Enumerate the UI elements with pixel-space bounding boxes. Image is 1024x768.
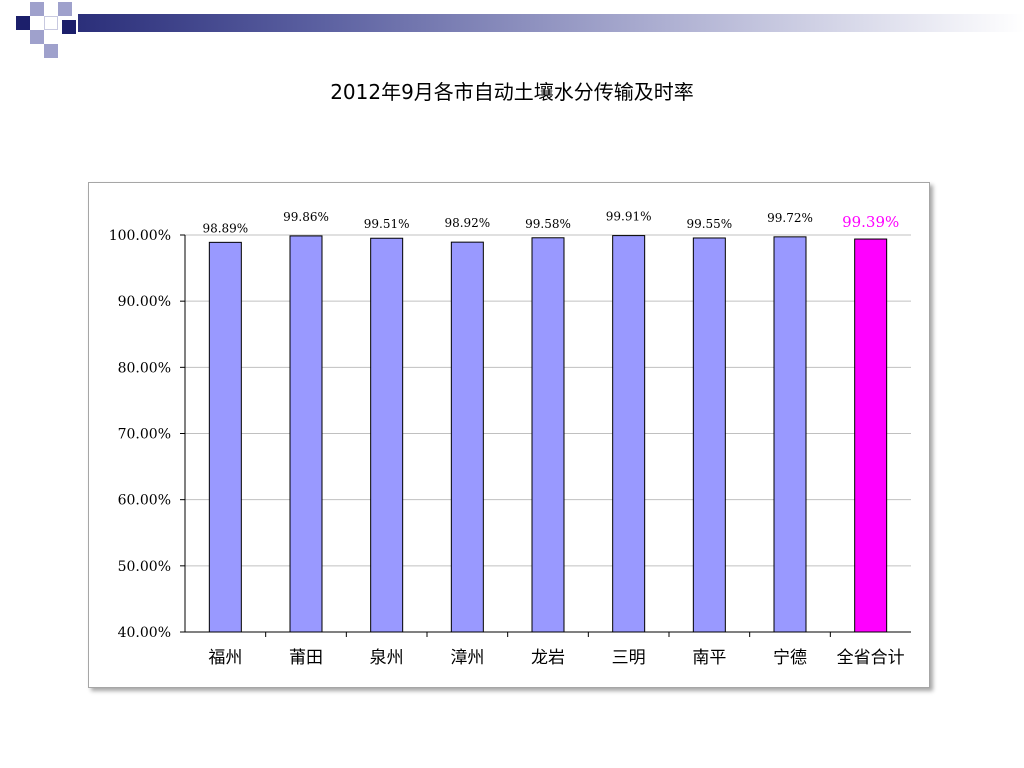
bar-total bbox=[854, 238, 888, 633]
x-tick-label: 南平 bbox=[692, 648, 726, 668]
data-label: 99.58% bbox=[525, 217, 571, 231]
bar-chart: 40.00% 50.00% 60.00% 70.00% 80.00% 90.00% 100.… bbox=[109, 210, 911, 668]
page-title: 2012年9月各市自动土壤水分传输及时率 bbox=[330, 80, 694, 104]
y-tick-label: 80.00% bbox=[118, 360, 171, 376]
data-label: 99.86% bbox=[283, 210, 329, 224]
y-tick-label: 90.00% bbox=[118, 294, 171, 310]
x-tick-label: 漳州 bbox=[450, 648, 484, 668]
bar bbox=[370, 237, 404, 633]
data-label: 99.72% bbox=[767, 211, 813, 225]
x-tick-label: 三明 bbox=[612, 648, 646, 668]
bar bbox=[531, 237, 565, 633]
data-label: 99.39% bbox=[842, 213, 899, 231]
data-label: 99.51% bbox=[364, 217, 410, 231]
y-tick-label: 40.00% bbox=[118, 625, 171, 641]
x-tick-label: 莆田 bbox=[289, 648, 323, 668]
header-gradient-strip bbox=[78, 14, 1024, 32]
data-label: 99.55% bbox=[686, 217, 732, 231]
bar bbox=[208, 241, 242, 633]
deco-square bbox=[62, 20, 76, 34]
y-tick-label: 100.00% bbox=[109, 228, 171, 244]
data-label: 98.92% bbox=[444, 216, 490, 230]
bar bbox=[773, 236, 807, 633]
deco-square bbox=[30, 30, 44, 44]
x-tick-label: 宁德 bbox=[773, 648, 807, 668]
x-tick-label: 福州 bbox=[208, 648, 242, 668]
deco-square bbox=[30, 2, 44, 16]
bar bbox=[289, 235, 323, 633]
x-tick-label: 龙岩 bbox=[531, 648, 565, 668]
deco-square bbox=[16, 16, 30, 30]
chart-frame: 40.00% 50.00% 60.00% 70.00% 80.00% 90.00% 100.… bbox=[88, 182, 930, 688]
bar bbox=[692, 237, 726, 633]
data-label: 99.91% bbox=[606, 210, 652, 224]
y-tick-label: 60.00% bbox=[118, 493, 171, 509]
deco-square bbox=[58, 2, 72, 16]
bar bbox=[450, 241, 484, 633]
deco-square bbox=[44, 16, 58, 30]
x-tick-label: 泉州 bbox=[370, 648, 404, 668]
deco-square bbox=[44, 44, 58, 58]
y-tick-label: 50.00% bbox=[118, 559, 171, 575]
bar bbox=[612, 235, 646, 633]
data-label: 98.89% bbox=[202, 221, 248, 235]
y-tick-label: 70.00% bbox=[118, 427, 171, 443]
x-tick-label: 全省合计 bbox=[837, 648, 905, 668]
